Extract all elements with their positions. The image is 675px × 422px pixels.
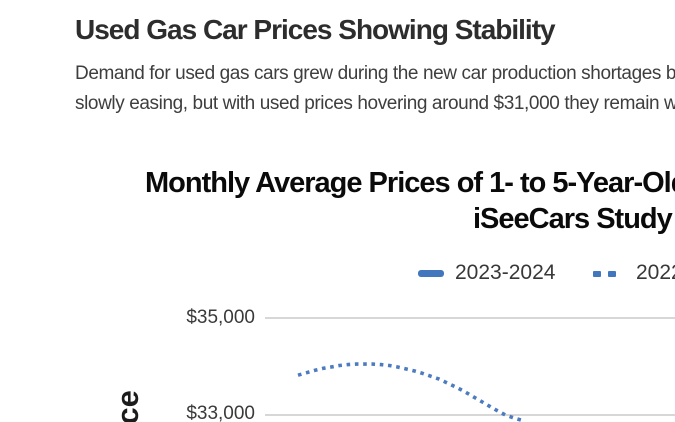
chart-title-line-1: Monthly Average Prices of 1- to 5-Year-O…	[145, 167, 675, 199]
article-title: Used Gas Car Prices Showing Stability	[75, 14, 556, 45]
y-tick-33000: $33,000	[186, 403, 255, 422]
gridline-33000	[265, 414, 675, 416]
intro-paragraph-line-2: slowly easing, but with used prices hove…	[75, 93, 675, 114]
gridline-35000	[265, 317, 675, 319]
legend-solid-line-swatch	[418, 270, 444, 277]
legend-dotted-line-swatch	[593, 271, 601, 277]
legend-dotted-line-swatch	[608, 271, 616, 277]
legend-label-2023-2024: 2023-2024	[455, 261, 556, 284]
intro-paragraph-line-1: Demand for used gas cars grew during the…	[75, 63, 675, 84]
y-tick-35000: $35,000	[186, 307, 255, 328]
chart-title-line-2: iSeeCars Study	[473, 203, 673, 235]
legend-label-2022-2023: 2022-2023	[636, 261, 675, 284]
dotted-series-path-2022-2023	[297, 362, 523, 422]
y-axis-title-price: Price	[110, 390, 146, 422]
